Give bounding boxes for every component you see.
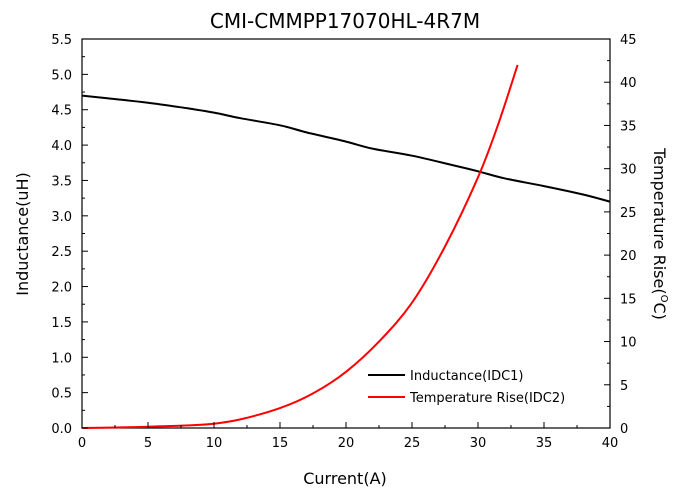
plot-frame [81,38,611,429]
x-tick-label: 35 [536,436,553,451]
legend-label-temperature: Temperature Rise(IDC2) [409,391,565,406]
left-y-tick-label: 1.0 [51,351,72,366]
x-tick-label: 20 [338,436,355,451]
left-y-tick-label: 0.0 [51,422,72,437]
x-tick-label: 10 [206,436,223,451]
left-y-tick-label: 5.0 [51,68,72,83]
x-tick-label: 5 [144,436,152,451]
series-layer [81,64,611,429]
right-y-axis-title-degree: O [658,295,669,303]
x-tick-label: 15 [272,436,289,451]
right-y-tick-label: 5 [620,379,628,394]
legend-label-inductance: Inductance(IDC1) [410,369,524,384]
x-tick-label: 30 [470,436,487,451]
right-y-tick-label: 10 [620,336,637,351]
right-y-tick-label: 30 [620,163,637,178]
right-y-tick-label: 15 [620,292,637,307]
left-y-tick-label: 4.5 [51,104,72,119]
left-y-axis-title: Inductance(uH) [13,172,32,295]
x-tick-label: 0 [78,436,86,451]
right-y-tick-label: 25 [620,206,637,221]
x-tick-label: 25 [404,436,421,451]
right-y-tick-label: 0 [620,422,628,437]
right-y-axis-title-unit: C) [650,302,669,319]
right-y-tick-label: 40 [620,76,637,91]
legend: Inductance(IDC1) Temperature Rise(IDC2) [368,369,565,406]
right-y-axis-ticks: 0 5 10 15 20 25 30 35 40 45 [604,33,637,437]
right-y-tick-label: 35 [620,119,637,134]
left-y-tick-label: 2.5 [51,245,72,260]
left-y-tick-label: 2.0 [51,281,72,296]
left-y-tick-label: 3.5 [51,174,72,189]
inductance-series-line [81,94,611,203]
right-y-tick-label: 45 [620,33,637,48]
right-y-tick-label: 20 [620,249,637,264]
temperature-rise-series-line [81,64,519,429]
x-axis-ticks: 0 5 10 15 20 25 30 35 40 [78,422,618,451]
left-y-tick-label: 5.5 [51,33,72,48]
plot-border [81,38,611,429]
right-y-axis-title-main: Temperature Rise( [650,147,669,294]
left-y-axis-ticks: 0.0 0.5 1.0 1.5 2.0 2.5 3.0 3.5 4.0 4.5 5.0 5.5 [51,33,88,437]
x-tick-label: 40 [602,436,619,451]
left-y-tick-label: 3.0 [51,210,72,225]
left-y-tick-label: 1.5 [51,316,72,331]
x-axis-title: Current(A) [303,469,387,488]
chart-title: CMI-CMMPP17070HL-4R7M [210,9,480,33]
right-y-axis-title: Temperature Rise(OC) [650,147,669,320]
left-y-tick-label: 0.5 [51,387,72,402]
left-y-tick-label: 4.0 [51,139,72,154]
